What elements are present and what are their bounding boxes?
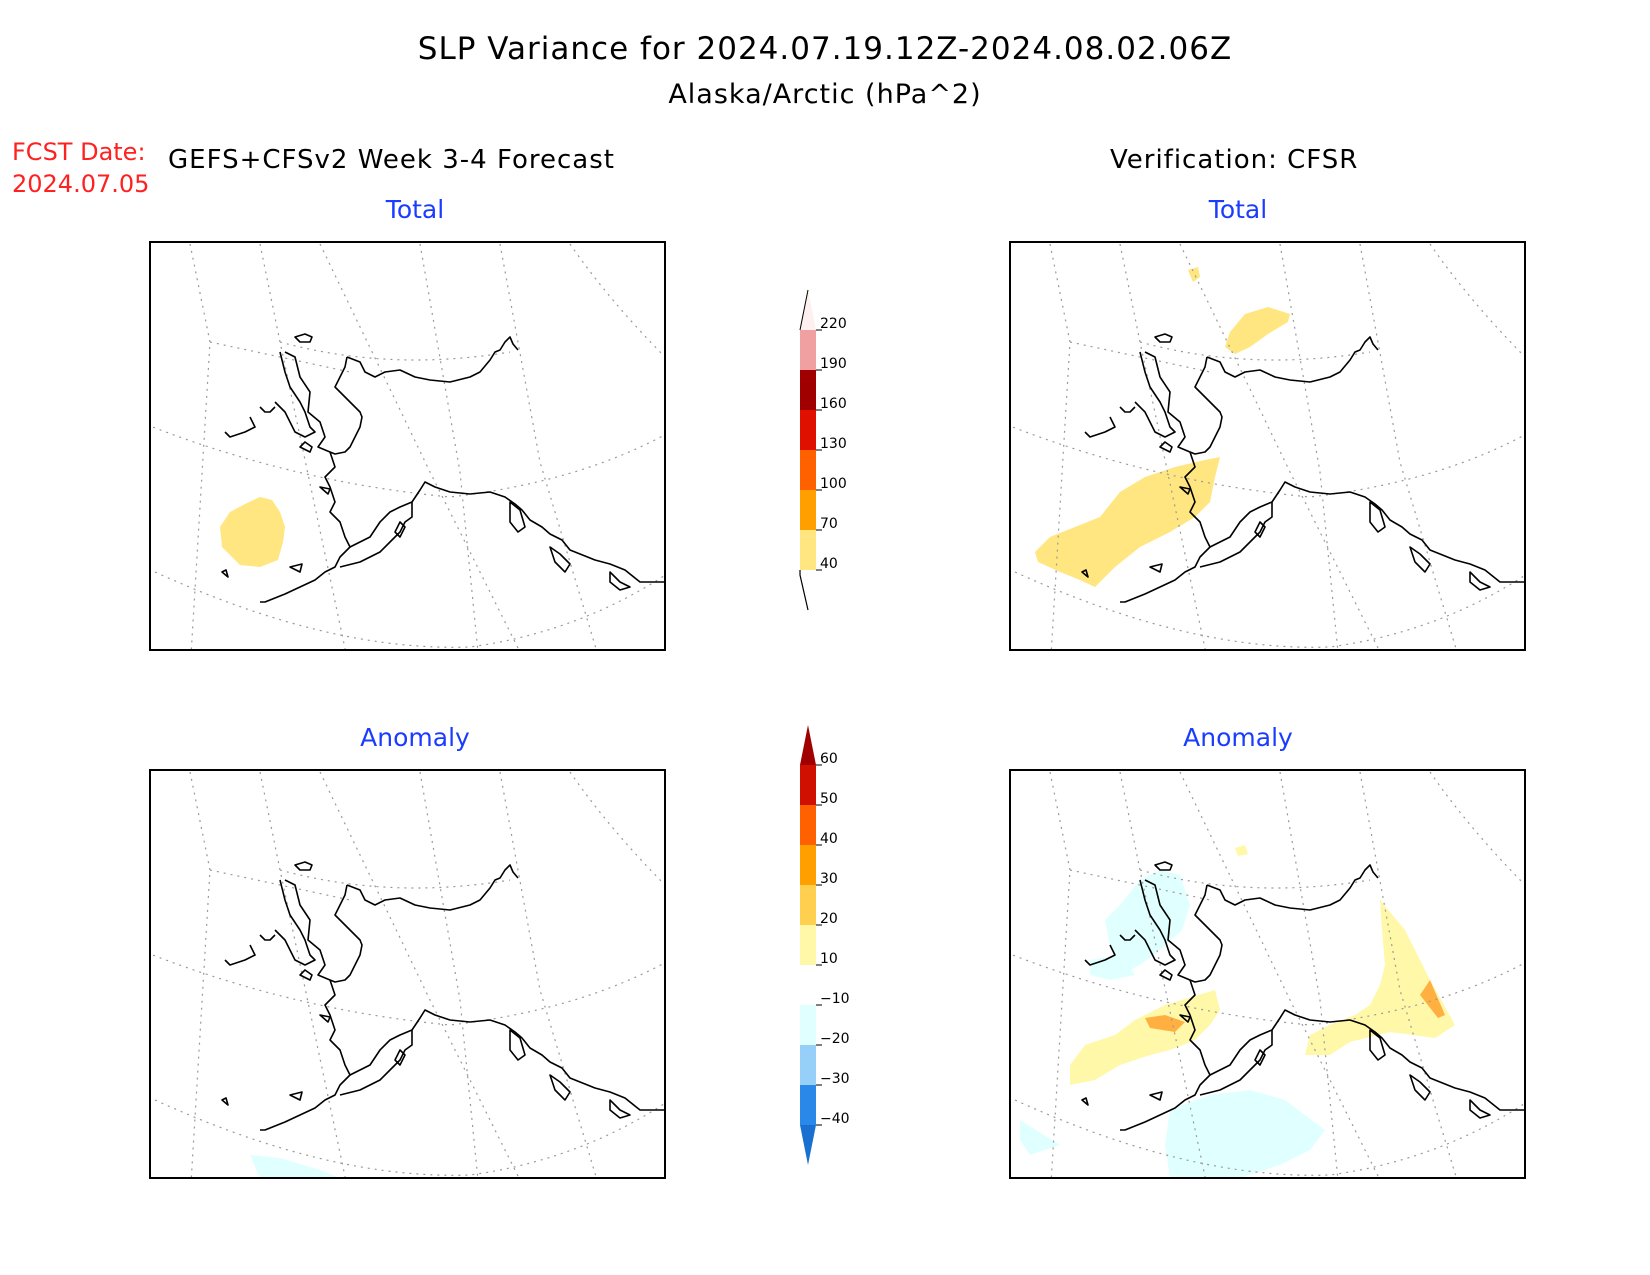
colorbar-tick-label: 50 <box>820 791 838 807</box>
colorbar-bin <box>800 1085 816 1125</box>
anomaly-area <box>1070 990 1220 1085</box>
panel-frame <box>1009 769 1526 1179</box>
colorbar-bin <box>800 1125 816 1165</box>
colorbar-bin <box>800 925 816 965</box>
colorbar-bin <box>800 450 816 490</box>
colorbar-tick-label: 10 <box>820 951 838 967</box>
colorbar-lower-end <box>799 570 809 611</box>
colorbar-tick-label: 220 <box>820 316 847 332</box>
fcst-date-label: FCST Date: <box>12 138 146 166</box>
variance-area <box>220 497 285 567</box>
map-panel-total-forecast <box>149 241 666 651</box>
fcst-date-value: 2024.07.05 <box>12 170 149 198</box>
anomaly-area <box>1105 870 1190 975</box>
anomaly-area <box>1165 1090 1325 1178</box>
figure-subtitle: Alaska/Arctic (hPa^2) <box>668 79 981 110</box>
colorbar-tick-label: 40 <box>820 556 838 572</box>
colorbar-bin <box>800 965 816 1005</box>
colorbar-tick-label: 30 <box>820 871 838 887</box>
forecast-header: GEFS+CFSv2 Week 3-4 Forecast <box>168 145 615 175</box>
map-panel-anomaly-forecast <box>149 769 666 1179</box>
anomaly-area <box>1145 1015 1185 1032</box>
colorbar-tick-label: 40 <box>820 831 838 847</box>
colorbar-bin <box>800 765 816 805</box>
variance-area <box>1035 457 1220 587</box>
colorbar-tick-label: −20 <box>820 1031 850 1047</box>
variance-area <box>1225 307 1290 354</box>
colorbar-tick-label: −10 <box>820 991 850 1007</box>
anomaly-area <box>1020 1120 1060 1155</box>
colorbar-tick-label: 100 <box>820 476 847 492</box>
colorbar-bin <box>800 330 816 370</box>
panel-title-anomaly-forecast: Anomaly <box>360 723 470 752</box>
colorbar-tick-label: 160 <box>820 396 847 412</box>
anomaly-area <box>1420 980 1445 1018</box>
colorbar-bin <box>800 290 816 330</box>
colorbar-tick-label: 20 <box>820 911 838 927</box>
anomaly-area <box>1235 845 1248 856</box>
colorbar-edge <box>799 289 809 331</box>
colorbar-anomaly: −40 −30 −20 −10 10 20 30 40 50 60 <box>800 725 850 1165</box>
anomaly-area <box>250 1155 340 1178</box>
colorbar-bin <box>800 1045 816 1085</box>
figure-title: SLP Variance for 2024.07.19.12Z-2024.08.… <box>418 31 1232 67</box>
panel-title-anomaly-verification: Anomaly <box>1183 723 1293 752</box>
colorbar-tick-label: 60 <box>820 751 838 767</box>
panel-frame <box>149 769 666 1179</box>
colorbar-bin <box>800 1005 816 1045</box>
colorbar-bin <box>800 490 816 530</box>
anomaly-area <box>1305 900 1455 1055</box>
map-panel-total-verification <box>1009 241 1526 651</box>
colorbar-bin <box>800 885 816 925</box>
colorbar-tick-label: 70 <box>820 516 838 532</box>
colorbar-tick-label: 190 <box>820 356 847 372</box>
colorbar-tick-label: 130 <box>820 436 847 452</box>
colorbar-bin <box>800 805 816 845</box>
verification-header: Verification: CFSR <box>1110 145 1358 175</box>
colorbar-total: 40 70 100 130 160 190 220 <box>799 289 847 611</box>
map-panel-anomaly-verification <box>1009 769 1526 1179</box>
panel-frame <box>149 241 666 651</box>
panel-frame <box>1009 241 1526 651</box>
panel-title-total-verification: Total <box>1208 195 1267 224</box>
colorbar-bin <box>800 845 816 885</box>
variance-area <box>1188 267 1200 282</box>
colorbar-bin <box>800 370 816 410</box>
colorbar-tick-label: −40 <box>820 1111 850 1127</box>
colorbar-bin <box>800 410 816 450</box>
colorbar-bin <box>800 725 816 765</box>
colorbar-tick-label: −30 <box>820 1071 850 1087</box>
panel-title-total-forecast: Total <box>385 195 444 224</box>
colorbar-bin <box>800 530 816 570</box>
